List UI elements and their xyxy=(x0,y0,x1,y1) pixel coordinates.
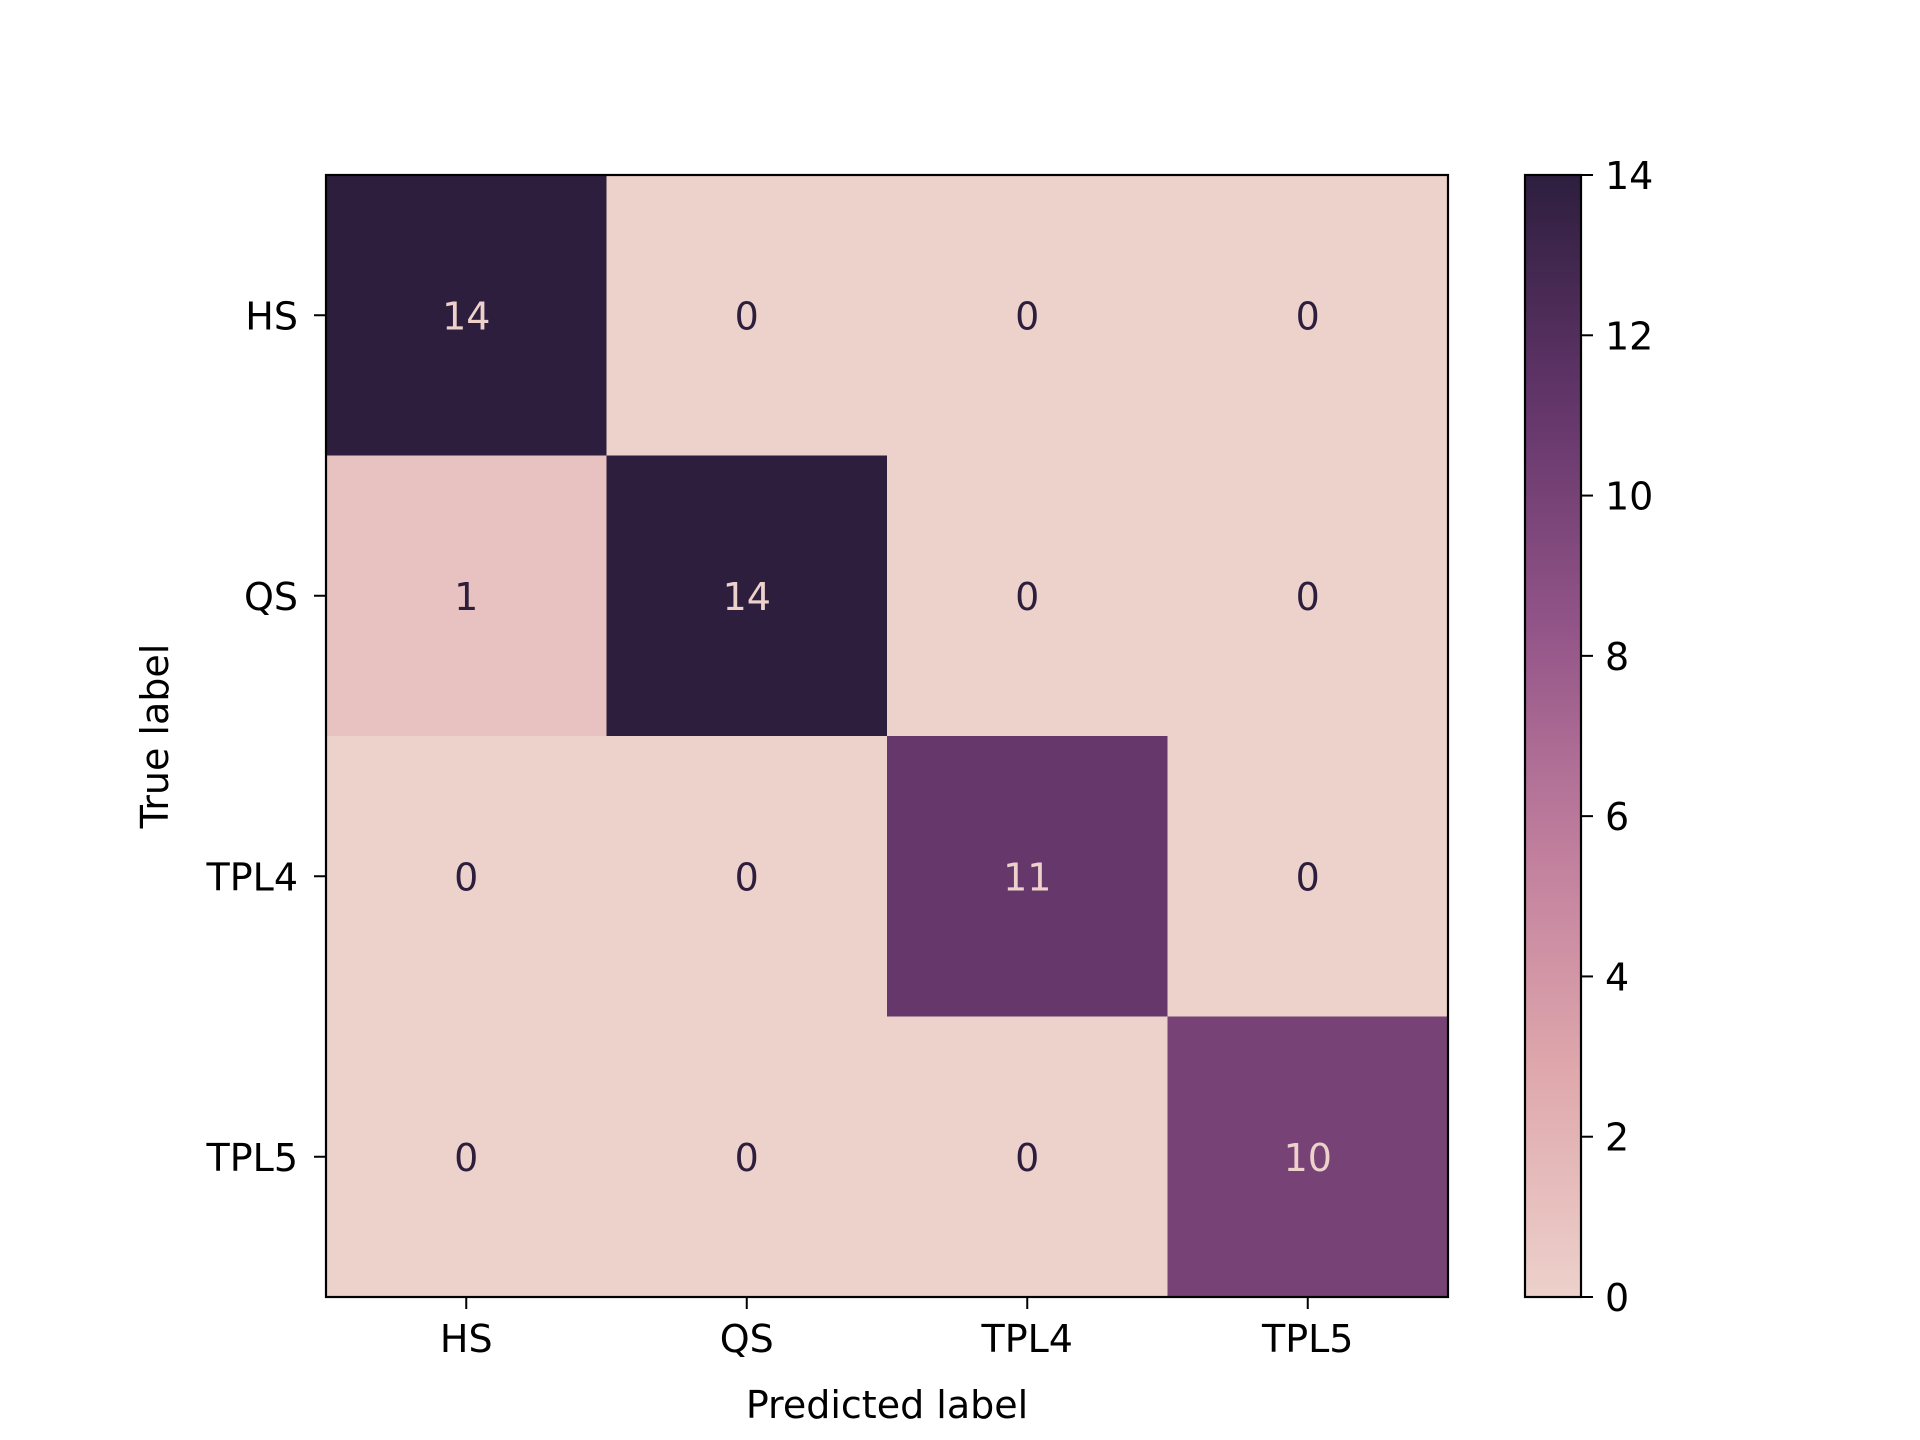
cell-value-label: 0 xyxy=(1296,855,1320,899)
cell-value-labels: 14 0 0 0 1 14 0 0 0 0 11 0 0 0 0 10 xyxy=(442,294,1332,1180)
y-axis-label: True label xyxy=(133,644,177,830)
cell-value-label: 0 xyxy=(1296,294,1320,338)
colorbar-tick-label: 8 xyxy=(1605,635,1629,679)
cell-value-label: 0 xyxy=(1015,575,1039,619)
heatmap-cell xyxy=(887,175,1168,456)
heatmap-cell xyxy=(606,736,888,1017)
colorbar-tick-label: 6 xyxy=(1605,795,1629,839)
heatmap-cell xyxy=(326,455,607,737)
y-tick-label: TPL4 xyxy=(206,855,298,899)
heatmap-cell xyxy=(606,175,888,456)
x-axis-label: Predicted label xyxy=(746,1383,1028,1427)
cell-value-label: 0 xyxy=(735,1136,759,1180)
heatmap-cell xyxy=(1167,736,1449,1017)
heatmap-cell xyxy=(1167,1016,1449,1298)
heatmap-cell xyxy=(606,455,888,737)
cell-value-label: 0 xyxy=(735,855,759,899)
colorbar-tick-label: 14 xyxy=(1605,154,1653,198)
cell-value-label: 0 xyxy=(735,294,759,338)
y-tick-label: TPL5 xyxy=(206,1136,298,1180)
cell-value-label: 0 xyxy=(454,1136,478,1180)
colorbar-tick-label: 10 xyxy=(1605,475,1653,519)
heatmap-cell xyxy=(1167,455,1449,737)
heatmap-cell xyxy=(326,1016,607,1298)
cell-value-label: 0 xyxy=(1015,294,1039,338)
colorbar-ticks: 0 2 4 6 8 10 12 14 xyxy=(1581,154,1653,1320)
heatmap-cell xyxy=(887,455,1168,737)
colorbar-tick-label: 4 xyxy=(1605,955,1629,999)
heatmap-cell xyxy=(326,736,607,1017)
x-tick-label: TPL4 xyxy=(981,1317,1073,1361)
cell-value-label: 14 xyxy=(723,575,771,619)
plot-frame xyxy=(324,173,1450,1299)
cell-value-label: 10 xyxy=(1284,1136,1332,1180)
x-tick-label: TPL5 xyxy=(1261,1317,1353,1361)
cell-value-label: 0 xyxy=(1296,575,1320,619)
heatmap-cell xyxy=(606,1016,888,1298)
colorbar-tick-label: 2 xyxy=(1605,1116,1629,1160)
x-tick-label: HS xyxy=(440,1317,493,1361)
cell-value-label: 14 xyxy=(442,294,490,338)
heatmap-cell xyxy=(326,175,607,456)
colorbar xyxy=(1523,173,1583,1299)
heatmap-cell xyxy=(887,1016,1168,1298)
heatmap-cell xyxy=(887,736,1168,1017)
cell-value-label: 1 xyxy=(454,575,478,619)
y-tick-label: HS xyxy=(245,294,298,338)
colorbar-tick-label: 0 xyxy=(1605,1276,1629,1320)
colorbar-tick-label: 12 xyxy=(1605,314,1653,358)
x-axis-ticks: HS QS TPL4 TPL5 xyxy=(440,1297,1353,1361)
x-tick-label: QS xyxy=(720,1317,774,1361)
heatmap-cell xyxy=(1167,175,1449,456)
y-tick-label: QS xyxy=(244,575,298,619)
cell-value-label: 0 xyxy=(454,855,478,899)
cell-value-label: 0 xyxy=(1015,1136,1039,1180)
cell-value-label: 11 xyxy=(1003,855,1051,899)
heatmap-cells xyxy=(326,175,1449,1298)
y-axis-ticks: HS QS TPL4 TPL5 xyxy=(206,294,326,1180)
